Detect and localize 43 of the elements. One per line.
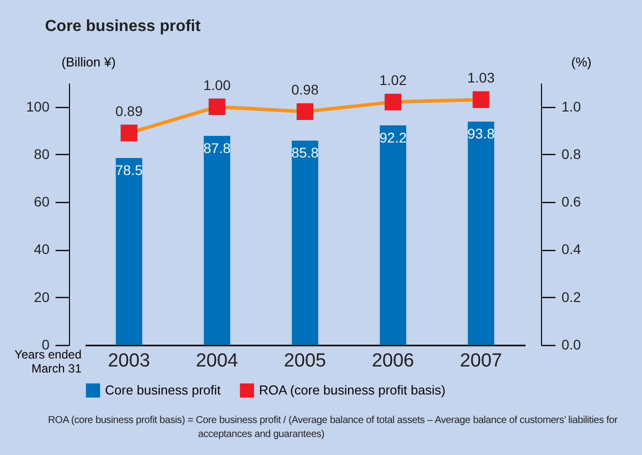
y2-axis-title: (%) — [571, 54, 592, 70]
y2-tick-label: 1.0 — [562, 98, 582, 114]
y-tick-label: 100 — [26, 98, 50, 114]
x-tick-label: 2007 — [460, 350, 502, 372]
y-tick-label: 0 — [42, 336, 50, 352]
data-label: 1.00 — [203, 76, 231, 93]
legend-label: Core business profit — [105, 382, 221, 398]
x-tick-label: 2003 — [108, 350, 150, 372]
y-tick-label: 40 — [34, 241, 50, 258]
bar — [292, 140, 318, 345]
data-label: 93.8 — [467, 126, 495, 142]
data-label: 0.89 — [115, 103, 143, 120]
point — [472, 91, 490, 108]
point — [384, 94, 402, 110]
chart-title: Core business profit — [45, 18, 202, 35]
y2-tick-label: 0.8 — [562, 146, 582, 162]
point — [296, 103, 314, 120]
y2-tick-label: 0.2 — [562, 288, 582, 305]
y-tick-label: 20 — [34, 288, 50, 305]
data-label: 1.03 — [467, 70, 495, 86]
y2-tick-label: 0.4 — [562, 241, 582, 258]
y2-tick-label: 0.6 — [562, 194, 582, 210]
y-tick-label: 60 — [34, 194, 50, 210]
data-label: 85.8 — [291, 144, 319, 161]
x-tick-label: 2005 — [284, 350, 326, 372]
point — [120, 124, 138, 142]
bar — [116, 158, 142, 345]
y-tick-label: 80 — [34, 146, 50, 162]
bar — [380, 125, 406, 345]
data-label: 78.5 — [115, 162, 143, 178]
data-label: 87.8 — [203, 140, 231, 156]
data-label: 0.98 — [291, 82, 319, 98]
x-tick-label: 2006 — [372, 350, 414, 372]
point — [208, 98, 226, 116]
bar — [204, 136, 230, 345]
y2-tick-label: 0.0 — [562, 336, 582, 352]
bar — [468, 122, 494, 345]
data-label: 1.02 — [379, 72, 407, 88]
text: ROA (core business profit basis) = Core business profit / (Average balance of total assets – Average balance of customers’ liabilities for acceptances and guarantees) — [48, 414, 618, 442]
data-label: 92.2 — [379, 129, 407, 146]
y-axis-title: (Billion ¥) — [62, 54, 116, 70]
x-tick-label: 2004 — [196, 350, 239, 372]
legend-label: ROA (core business profit basis) — [259, 382, 446, 398]
